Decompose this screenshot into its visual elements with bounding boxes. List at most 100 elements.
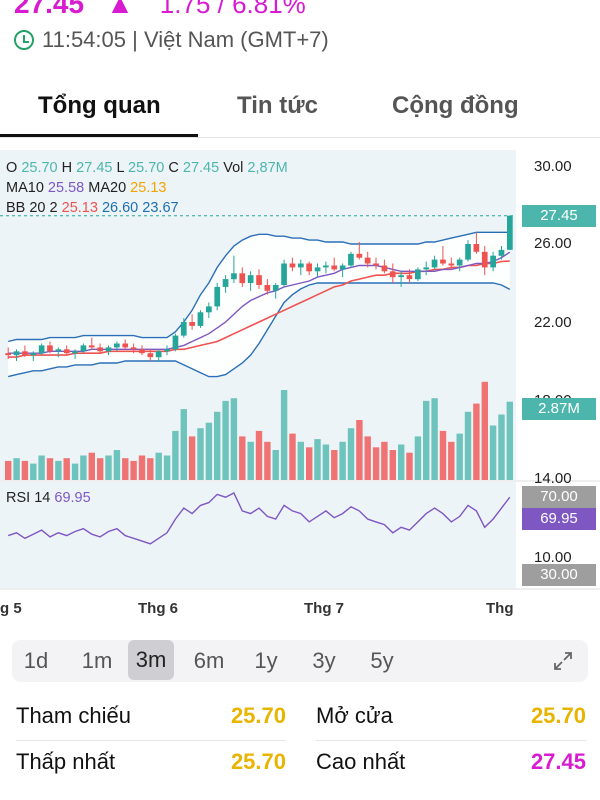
stat-label: Mở cửa	[316, 703, 393, 728]
candle-body	[13, 351, 20, 356]
candle-body	[80, 345, 87, 352]
volume-bar	[130, 460, 137, 480]
volume-bar	[147, 458, 154, 480]
volume-tag: 2.87M	[522, 398, 596, 420]
active-tab-indicator	[0, 134, 198, 137]
volume-bar	[322, 444, 330, 480]
rsi-line	[7, 492, 511, 545]
candle-body	[231, 273, 237, 280]
candle-body	[206, 306, 212, 313]
candle-body	[440, 259, 446, 264]
volume-bar	[138, 455, 146, 480]
candle-body	[22, 351, 28, 356]
candle-body	[63, 349, 70, 354]
period-1m[interactable]: 1m	[81, 648, 113, 673]
candle-body	[97, 347, 103, 352]
volume-bar	[80, 455, 87, 480]
price-axis-label: 14.00	[534, 470, 572, 487]
stat-divider	[16, 740, 286, 741]
x-axis-label: Thg 6	[138, 600, 178, 617]
candle-body	[456, 259, 463, 266]
up-arrow-icon: ▲	[106, 0, 134, 14]
volume-bar	[498, 414, 505, 480]
period-5y[interactable]: 5y	[370, 648, 394, 673]
candle-body	[314, 267, 321, 272]
x-axis-label: g 5	[0, 600, 22, 617]
candle-body	[490, 255, 496, 268]
volume-bar	[280, 390, 288, 480]
volume-bar	[122, 458, 129, 480]
candle-body	[72, 351, 78, 354]
tab-community[interactable]: Cộng đồng	[392, 92, 519, 119]
volume-bar	[255, 430, 263, 480]
volume-bar	[5, 460, 12, 480]
candle-body	[306, 263, 312, 272]
market-time: 11:54:05 | Việt Nam (GMT+7)	[14, 26, 329, 54]
ma10-label: MA10	[6, 180, 44, 196]
volume-bar	[46, 458, 54, 480]
volume-bar	[38, 455, 45, 480]
period-3m[interactable]: 3m	[128, 640, 174, 680]
ma10-value: 25.58	[47, 180, 85, 196]
candle-body	[214, 286, 221, 307]
candle-body	[473, 244, 480, 252]
volume-bar	[306, 447, 313, 480]
volume-bar	[214, 411, 221, 480]
candle-body	[356, 253, 363, 258]
stat-open: Mở cửa 25.70	[316, 696, 586, 736]
volume-bar	[347, 428, 355, 480]
volume-bar	[481, 381, 488, 480]
volume-bar	[331, 450, 338, 480]
candle-body	[406, 275, 413, 280]
volume-bar	[264, 441, 271, 480]
volume-bar	[381, 441, 388, 480]
period-6m[interactable]: 6m	[193, 648, 225, 673]
stat-divider	[316, 740, 586, 741]
expand-icon[interactable]	[552, 650, 574, 672]
volume-bar	[180, 409, 187, 480]
chart-canvas[interactable]	[0, 150, 600, 620]
rsi-axis-label: 10.00	[534, 549, 572, 566]
volume-bar	[289, 433, 296, 480]
tab-news[interactable]: Tin tức	[237, 92, 318, 119]
candle-body	[172, 335, 179, 350]
rsi-label: RSI 14	[6, 490, 51, 506]
low-value: 25.70	[128, 160, 165, 176]
period-1d[interactable]: 1d	[23, 648, 49, 673]
candle-body	[415, 269, 421, 280]
volume-bar	[88, 452, 95, 480]
volume-bar	[339, 441, 346, 480]
candle-body	[130, 347, 137, 350]
tab-overview[interactable]: Tổng quan	[38, 92, 161, 119]
candle-body	[423, 267, 430, 270]
bb-label: BB 20 2	[6, 200, 58, 216]
price-change: 1.75 / 6.81%	[160, 0, 306, 14]
x-axis-label: Thg 7	[304, 600, 344, 617]
bb-lower-value: 25.13	[61, 200, 98, 216]
candle-body	[247, 275, 254, 283]
candle-body	[348, 253, 354, 266]
volume-bar	[423, 400, 430, 480]
candle-body	[197, 312, 204, 326]
candle-body	[289, 263, 296, 268]
candle-body	[114, 343, 120, 348]
candle-body	[164, 349, 170, 352]
candle-body	[481, 251, 488, 268]
volume-bar	[506, 401, 513, 480]
market-time-text: 11:54:05 | Việt Nam (GMT+7)	[42, 27, 329, 52]
clock-icon	[14, 30, 34, 50]
period-3y[interactable]: 3y	[312, 648, 336, 673]
volume-bar	[13, 458, 20, 480]
volume-bar	[230, 398, 238, 480]
rsi-upper-tag: 70.00	[522, 486, 596, 508]
candle-body	[465, 244, 471, 260]
price-chart[interactable]	[0, 150, 600, 620]
volume-bar	[197, 428, 204, 480]
candle-body	[281, 263, 287, 285]
period-1y[interactable]: 1y	[254, 648, 278, 673]
candle-body	[30, 353, 37, 356]
price-value: 27.45	[14, 0, 84, 14]
volume-bar	[113, 450, 121, 480]
volume-bar	[172, 430, 179, 480]
candle-body	[323, 265, 329, 268]
